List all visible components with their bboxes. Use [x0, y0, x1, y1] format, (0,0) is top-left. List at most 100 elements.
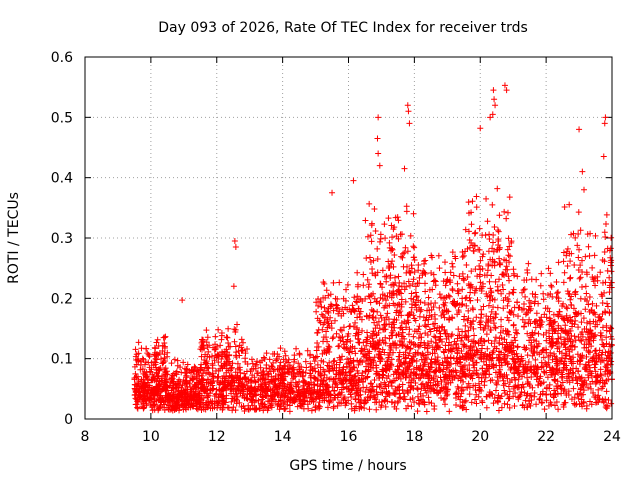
data-point	[238, 347, 245, 354]
data-point	[284, 381, 291, 388]
data-point	[376, 162, 383, 169]
data-point	[414, 342, 421, 349]
data-point	[253, 405, 260, 412]
data-point	[367, 361, 374, 368]
data-point	[571, 261, 578, 268]
data-point	[140, 356, 147, 363]
data-point	[425, 394, 432, 401]
data-point	[492, 324, 499, 331]
data-point	[407, 345, 414, 352]
data-point	[376, 238, 383, 245]
data-point	[304, 401, 311, 408]
data-point	[269, 385, 276, 392]
data-point	[451, 374, 458, 381]
data-point	[504, 246, 511, 253]
data-point	[438, 294, 445, 301]
data-point	[421, 399, 428, 406]
data-point	[329, 335, 336, 342]
data-point	[391, 252, 398, 259]
data-point	[489, 111, 496, 118]
data-point	[457, 403, 464, 410]
data-point	[138, 384, 145, 391]
data-point	[270, 389, 277, 396]
data-point	[540, 290, 547, 297]
data-point	[148, 377, 155, 384]
data-point	[316, 298, 323, 305]
data-point	[533, 401, 540, 408]
data-point	[443, 278, 450, 285]
data-point	[514, 273, 521, 280]
data-point	[410, 375, 417, 382]
data-point	[264, 386, 271, 393]
x-tick-label: 8	[81, 429, 90, 445]
data-point	[231, 326, 238, 333]
x-tick-label: 10	[142, 429, 160, 445]
data-point	[352, 382, 359, 389]
data-point	[133, 385, 140, 392]
data-point	[373, 332, 380, 339]
data-point	[324, 381, 331, 388]
data-point	[498, 404, 505, 411]
data-point	[336, 279, 343, 286]
data-point	[366, 281, 373, 288]
data-point	[212, 346, 219, 353]
data-point	[382, 334, 389, 341]
data-point	[153, 369, 160, 376]
data-point	[382, 367, 389, 374]
data-point	[374, 370, 381, 377]
data-point	[331, 357, 338, 364]
data-point	[387, 346, 394, 353]
data-point	[336, 376, 343, 383]
data-point	[439, 368, 446, 375]
data-point	[351, 294, 358, 301]
data-point	[175, 391, 182, 398]
data-point	[351, 308, 358, 315]
data-point	[460, 252, 467, 259]
data-point	[364, 348, 371, 355]
data-point	[437, 374, 444, 381]
data-point	[223, 360, 230, 367]
data-point	[407, 232, 414, 239]
data-point	[252, 378, 259, 385]
data-point	[391, 341, 398, 348]
data-point	[292, 379, 299, 386]
data-point	[537, 282, 544, 289]
data-point	[413, 293, 420, 300]
data-point	[422, 288, 429, 295]
data-point	[223, 373, 230, 380]
data-point	[603, 211, 610, 218]
data-point	[575, 254, 582, 261]
data-point	[370, 338, 377, 345]
data-point	[313, 347, 320, 354]
data-point	[323, 328, 330, 335]
data-point	[555, 289, 562, 296]
data-point	[356, 392, 363, 399]
data-point	[439, 323, 446, 330]
data-point	[400, 263, 407, 270]
data-point	[210, 385, 217, 392]
data-point	[131, 363, 138, 370]
data-point	[363, 336, 370, 343]
data-point	[276, 406, 283, 413]
data-point	[217, 342, 224, 349]
x-tick-label: 24	[603, 429, 621, 445]
data-point	[438, 395, 445, 402]
data-point	[362, 351, 369, 358]
data-point	[425, 316, 432, 323]
data-point	[377, 312, 384, 319]
data-point	[510, 286, 517, 293]
data-point	[151, 344, 158, 351]
data-point	[237, 375, 244, 382]
data-point	[453, 301, 460, 308]
data-point	[146, 353, 153, 360]
data-point	[337, 356, 344, 363]
data-point	[396, 286, 403, 293]
data-point	[320, 321, 327, 328]
data-point	[487, 114, 494, 121]
data-point	[141, 361, 148, 368]
data-point	[348, 394, 355, 401]
data-point	[156, 404, 163, 411]
data-point	[333, 330, 340, 337]
data-point	[224, 334, 231, 341]
data-point	[293, 345, 300, 352]
